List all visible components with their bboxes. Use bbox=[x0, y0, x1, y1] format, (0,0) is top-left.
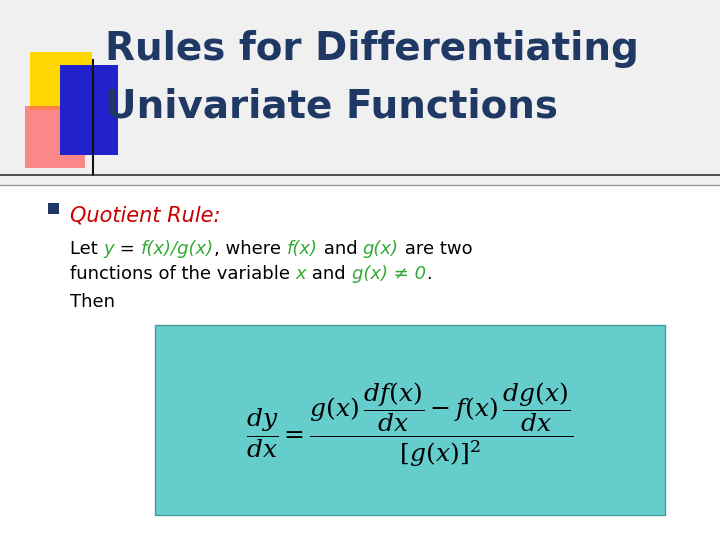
Text: Univariate Functions: Univariate Functions bbox=[105, 88, 558, 126]
Text: f(x)/g(x): f(x)/g(x) bbox=[140, 240, 214, 258]
Text: g(x) ≠ 0: g(x) ≠ 0 bbox=[352, 265, 426, 283]
Bar bbox=[0, 0, 720, 185]
Text: x: x bbox=[296, 265, 307, 283]
Bar bbox=[30, 52, 92, 110]
Text: Rules for Differentiating: Rules for Differentiating bbox=[105, 30, 639, 68]
Text: , where: , where bbox=[214, 240, 287, 258]
Text: Then: Then bbox=[70, 293, 115, 311]
Text: y: y bbox=[104, 240, 114, 258]
Bar bbox=[155, 325, 665, 515]
Text: f(x): f(x) bbox=[287, 240, 318, 258]
Bar bbox=[48, 203, 59, 214]
Bar bbox=[60, 65, 118, 155]
Text: Let: Let bbox=[70, 240, 104, 258]
Bar bbox=[25, 106, 85, 168]
Text: functions of the variable: functions of the variable bbox=[70, 265, 296, 283]
Text: are two: are two bbox=[399, 240, 472, 258]
Text: =: = bbox=[114, 240, 140, 258]
Text: .: . bbox=[426, 265, 431, 283]
Text: and: and bbox=[307, 265, 352, 283]
Text: $\dfrac{dy}{dx} = \dfrac{g(x)\,\dfrac{df(x)}{dx} - f(x)\,\dfrac{dg(x)}{dx}}{[g(x: $\dfrac{dy}{dx} = \dfrac{g(x)\,\dfrac{df… bbox=[246, 381, 574, 469]
Text: and: and bbox=[318, 240, 363, 258]
Text: Quotient Rule:: Quotient Rule: bbox=[70, 206, 220, 226]
Text: g(x): g(x) bbox=[363, 240, 399, 258]
